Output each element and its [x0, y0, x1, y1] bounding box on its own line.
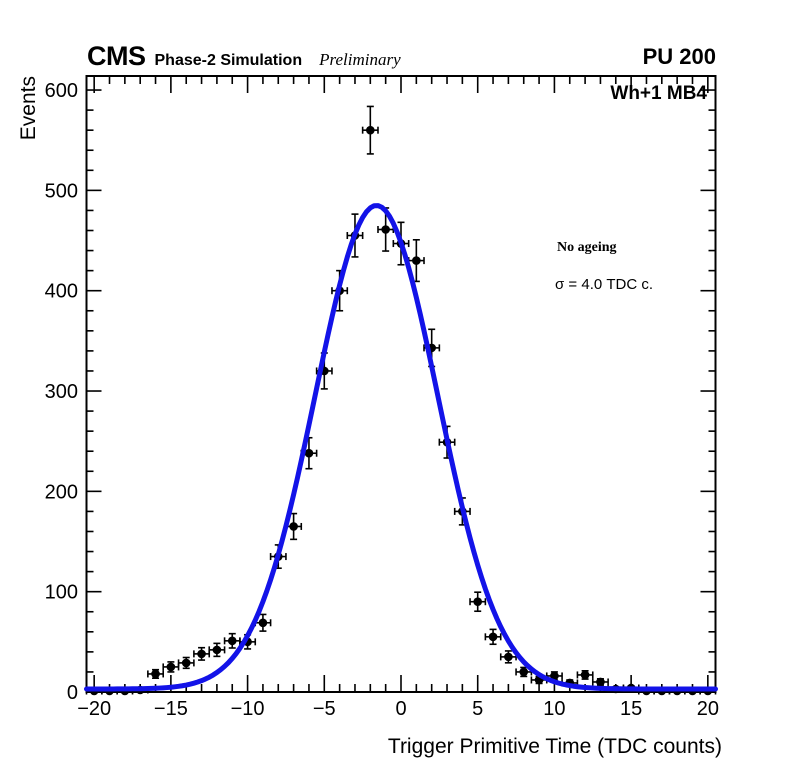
y-tick-labels: 0 100 200 300 400 500 600 [45, 80, 78, 704]
simulation-subtitle: Phase-2 Simulation [154, 52, 303, 69]
data-marker [504, 652, 513, 662]
data-marker [258, 618, 268, 628]
data-marker [289, 522, 298, 531]
data-marker [381, 225, 390, 234]
axis-ticks [86, 76, 716, 693]
data-marker [596, 677, 605, 687]
y-tick-label: 500 [45, 180, 78, 202]
data-marker [550, 671, 559, 681]
data-marker [488, 632, 498, 642]
y-tick-label: 300 [45, 381, 78, 403]
data-marker [197, 649, 206, 659]
data-point [499, 650, 517, 664]
x-tick-label: −15 [154, 698, 188, 720]
y-tick-label: 0 [67, 682, 78, 704]
data-point [193, 646, 211, 661]
data-point [147, 668, 165, 679]
sigma-annotation: σ = 4.0 TDC c. [555, 276, 654, 293]
data-point [576, 670, 594, 680]
x-tick-label: 10 [543, 698, 565, 720]
plot-frame [85, 75, 717, 693]
data-point [469, 591, 487, 613]
x-tick-labels: −20 −15 −10 −5 0 5 10 15 20 [77, 698, 719, 720]
x-tick-label: 0 [395, 698, 406, 720]
x-tick-label: 5 [472, 698, 483, 720]
data-marker [473, 597, 483, 607]
data-marker [212, 645, 222, 655]
data-point [177, 656, 195, 670]
data-point [208, 642, 226, 658]
data-marker [366, 125, 375, 135]
data-marker [580, 670, 590, 680]
x-tick-label: −20 [77, 698, 111, 720]
experiment-logo: CMS [87, 41, 146, 71]
y-tick-label: 100 [45, 582, 78, 604]
data-marker [304, 448, 314, 458]
data-marker [519, 667, 529, 677]
y-axis-title: Events [17, 76, 40, 141]
pileup-label: PU 200 [642, 44, 716, 69]
gaussian-fit-curve [84, 203, 718, 692]
y-tick-label: 200 [45, 481, 78, 503]
data-point [254, 613, 272, 632]
data-point [377, 207, 395, 252]
x-axis-title: Trigger Primitive Time (TDC counts) [387, 735, 722, 758]
y-tick-label: 400 [45, 281, 78, 303]
data-point [591, 677, 609, 687]
x-tick-label: 20 [697, 698, 719, 720]
x-tick-label: −5 [313, 698, 336, 720]
x-tick-label: −10 [231, 698, 265, 720]
y-tick-label: 600 [45, 80, 78, 102]
data-point [484, 628, 502, 646]
data-point [162, 661, 180, 673]
detector-region-label: Wh+1 MB4 [610, 83, 707, 104]
data-point [223, 632, 241, 649]
data-marker [181, 658, 191, 668]
ageing-annotation: No ageing [557, 240, 617, 255]
data-points [85, 105, 717, 696]
data-marker [227, 636, 237, 646]
data-point [361, 105, 379, 155]
data-point [285, 512, 303, 541]
data-marker [412, 256, 421, 265]
data-marker [151, 669, 160, 679]
header-row: CMS Phase-2 Simulation Preliminary [87, 41, 401, 72]
x-tick-label: 15 [620, 698, 642, 720]
preliminary-label: Preliminary [319, 50, 401, 69]
data-marker [166, 662, 176, 672]
